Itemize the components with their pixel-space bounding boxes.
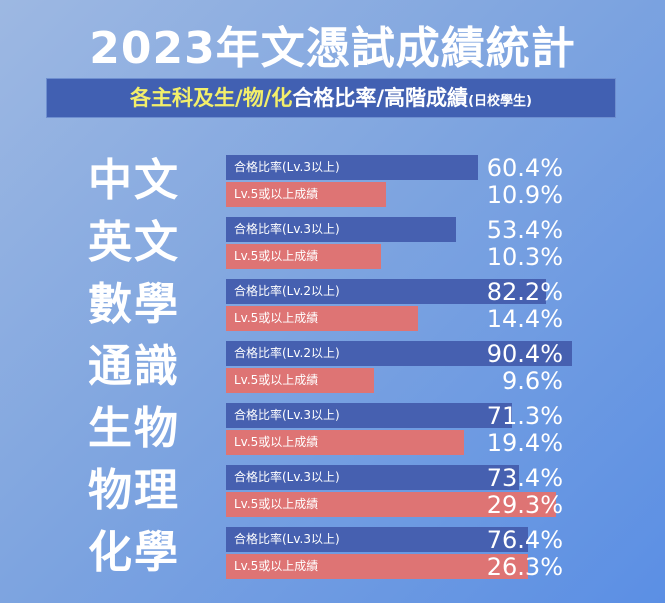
level5-bar: Lv.5或以上成績 <box>226 430 465 455</box>
pass-rate-bar-label: 合格比率(Lv.3以上) <box>234 532 340 546</box>
pass-rate-value: 73.4% <box>486 464 563 492</box>
subject-row: 生物 合格比率(Lv.3以上) Lv.5或以上成績 71.3% 19.4% <box>0 403 665 459</box>
level5-bar-label: Lv.5或以上成績 <box>234 249 319 263</box>
subject-label: 通識 <box>88 341 180 392</box>
subject-row: 數學 合格比率(Lv.2以上) Lv.5或以上成績 82.2% 14.4% <box>0 279 665 335</box>
level5-bar: Lv.5或以上成績 <box>226 244 381 269</box>
level5-bar-label: Lv.5或以上成績 <box>234 435 319 449</box>
pass-rate-bar-label: 合格比率(Lv.2以上) <box>234 284 340 298</box>
level5-value: 19.4% <box>486 429 563 457</box>
pass-rate-bar: 合格比率(Lv.2以上) <box>226 341 572 366</box>
subject-label: 物理 <box>88 465 180 516</box>
subject-row: 英文 合格比率(Lv.3以上) Lv.5或以上成績 53.4% 10.3% <box>0 217 665 273</box>
subject-label: 化學 <box>88 527 180 578</box>
subject-label: 英文 <box>88 217 180 268</box>
level5-bar-label: Lv.5或以上成績 <box>234 187 319 201</box>
subject-label: 生物 <box>88 403 180 454</box>
subject-row: 物理 合格比率(Lv.3以上) Lv.5或以上成績 73.4% 29.3% <box>0 465 665 521</box>
level5-bar: Lv.5或以上成績 <box>226 306 419 331</box>
level5-bar-label: Lv.5或以上成績 <box>234 373 319 387</box>
pass-rate-value: 76.4% <box>486 526 563 554</box>
subject-row: 通識 合格比率(Lv.2以上) Lv.5或以上成績 90.4% 9.6% <box>0 341 665 397</box>
subject-label: 中文 <box>88 155 180 206</box>
level5-value: 26.3% <box>486 553 563 581</box>
pass-rate-value: 53.4% <box>486 216 563 244</box>
subtitle-note: (日校學生) <box>468 94 532 109</box>
level5-bar: Lv.5或以上成績 <box>226 554 528 579</box>
pass-rate-bar-label: 合格比率(Lv.3以上) <box>234 408 340 422</box>
pass-rate-bar: 合格比率(Lv.2以上) <box>226 279 547 304</box>
subject-row: 中文 合格比率(Lv.3以上) Lv.5或以上成績 60.4% 10.9% <box>0 155 665 211</box>
pass-rate-bar-label: 合格比率(Lv.3以上) <box>234 470 340 484</box>
level5-bar: Lv.5或以上成績 <box>226 368 375 393</box>
pass-rate-value: 71.3% <box>486 402 563 430</box>
level5-bar-label: Lv.5或以上成績 <box>234 497 319 511</box>
subtitle-highlight: 各主科及生/物/化 <box>130 86 293 110</box>
pass-rate-bar: 合格比率(Lv.3以上) <box>226 465 519 490</box>
pass-rate-bar-label: 合格比率(Lv.2以上) <box>234 346 340 360</box>
level5-value: 14.4% <box>486 305 563 333</box>
level5-value: 29.3% <box>486 491 563 519</box>
subject-row: 化學 合格比率(Lv.3以上) Lv.5或以上成績 76.4% 26.3% <box>0 527 665 583</box>
pass-rate-value: 82.2% <box>486 278 563 306</box>
subtitle-banner: 各主科及生/物/化合格比率/高階成績(日校學生) <box>46 78 616 118</box>
pass-rate-bar-label: 合格比率(Lv.3以上) <box>234 222 340 236</box>
level5-bar-label: Lv.5或以上成績 <box>234 311 319 325</box>
subtitle-text: 合格比率/高階成績 <box>292 86 469 110</box>
pass-rate-bar: 合格比率(Lv.3以上) <box>226 403 513 428</box>
pass-rate-bar: 合格比率(Lv.3以上) <box>226 527 529 552</box>
level5-value: 9.6% <box>502 367 563 395</box>
pass-rate-value: 90.4% <box>486 340 563 368</box>
page-title: 2023年文憑試成績統計 <box>89 23 576 74</box>
pass-rate-bar-label: 合格比率(Lv.3以上) <box>234 160 340 174</box>
level5-bar: Lv.5或以上成績 <box>226 492 556 517</box>
level5-value: 10.9% <box>486 181 563 209</box>
pass-rate-bar: 合格比率(Lv.3以上) <box>226 217 457 242</box>
pass-rate-bar: 合格比率(Lv.3以上) <box>226 155 479 180</box>
level5-bar-label: Lv.5或以上成績 <box>234 559 319 573</box>
level5-value: 10.3% <box>486 243 563 271</box>
subject-label: 數學 <box>88 279 180 330</box>
pass-rate-value: 60.4% <box>486 154 563 182</box>
level5-bar: Lv.5或以上成績 <box>226 182 387 207</box>
